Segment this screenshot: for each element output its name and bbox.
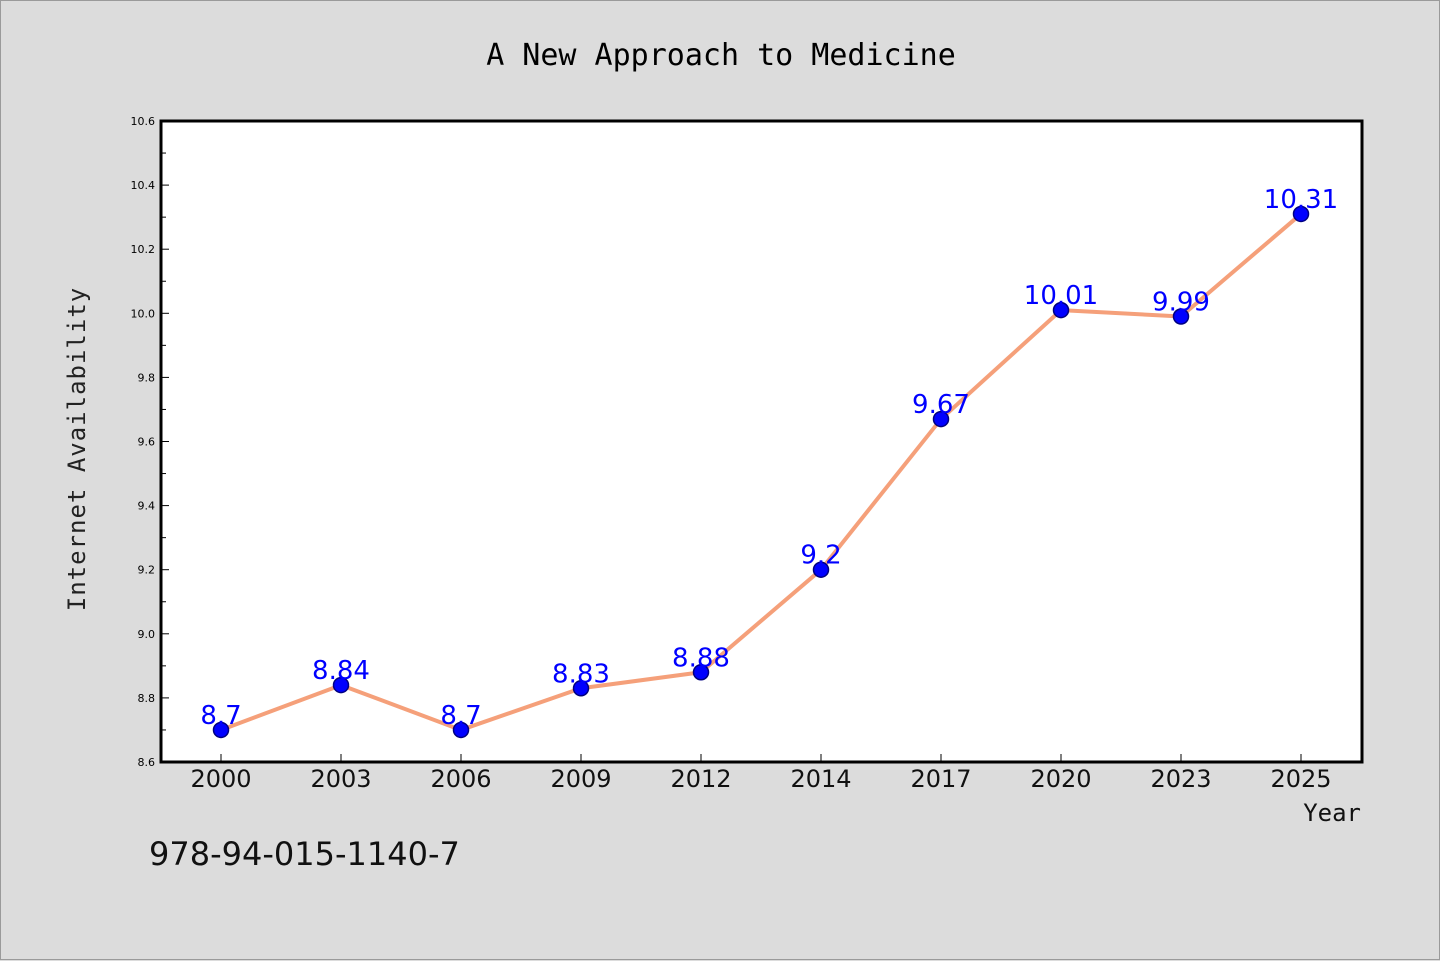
- x-tick-label: 2009: [550, 765, 611, 793]
- x-tick-label: 2012: [670, 765, 731, 793]
- x-tick-label: 2014: [790, 765, 851, 793]
- data-label: 8.7: [440, 701, 481, 731]
- data-point: [1052, 301, 1070, 319]
- data-point: [572, 680, 590, 697]
- data-label: 8.84: [312, 656, 370, 686]
- y-tick-label: 9.4: [138, 500, 156, 513]
- data-point: [932, 410, 950, 428]
- data-point: [332, 676, 350, 694]
- data-label: 10.31: [1264, 185, 1338, 215]
- data-label: 10.01: [1024, 281, 1098, 311]
- y-tick-label: 10.6: [131, 115, 156, 128]
- x-tick-label: 2000: [190, 765, 251, 793]
- x-tick-label: 2020: [1030, 765, 1091, 793]
- data-label: 9.99: [1152, 288, 1210, 318]
- data-labels: 8.7 8.84 8.7 8.83 8.88 9.2 9.67 10.01 9.99 10.31: [200, 185, 1338, 731]
- series-markers: [212, 205, 1310, 739]
- y-tick-label: 8.6: [138, 756, 156, 769]
- y-axis-label: Internet Availability: [63, 287, 91, 611]
- data-label: 8.83: [552, 659, 610, 689]
- data-label: 9.67: [912, 390, 970, 420]
- y-tick-label: 9.8: [138, 371, 156, 384]
- isbn-text: 978-94-015-1140-7: [149, 835, 460, 873]
- data-label: 8.88: [672, 643, 730, 673]
- x-tick-label: 2006: [430, 765, 491, 793]
- x-tick-label: 2003: [310, 765, 371, 793]
- data-point: [452, 721, 470, 739]
- series-line: [220, 212, 1303, 732]
- y-tick-label: 10.2: [131, 243, 156, 256]
- plot-area: [159, 119, 1364, 764]
- data-point: [812, 561, 830, 578]
- data-label: 9.2: [800, 541, 841, 571]
- data-point: [1292, 205, 1310, 223]
- data-point: [692, 664, 710, 681]
- y-tick-label: 10.0: [131, 307, 156, 320]
- data-point: [1172, 308, 1190, 325]
- y-tick-label: 8.8: [138, 692, 156, 705]
- chart-title: A New Approach to Medicine: [486, 38, 956, 73]
- x-tick-label: 2017: [910, 765, 971, 793]
- x-tick-label: 2023: [1150, 765, 1211, 793]
- x-axis-label: Year: [1303, 799, 1361, 827]
- y-axis: 8.6 8.8 9.0 9.2 9.4 9.6 9.8 10.0 10.2 10.4 10.6: [131, 115, 169, 769]
- data-point: [212, 721, 230, 739]
- data-label: 8.7: [200, 701, 241, 731]
- y-tick-label: 10.4: [131, 179, 156, 192]
- x-tick-label: 2025: [1270, 765, 1331, 793]
- y-tick-label: 9.2: [138, 564, 156, 577]
- y-tick-label: 9.0: [138, 628, 156, 641]
- x-axis: 2000 2003 2006 2009 2012 2014 2017 2020 2023 2025: [190, 754, 1332, 793]
- y-tick-label: 9.6: [138, 436, 156, 449]
